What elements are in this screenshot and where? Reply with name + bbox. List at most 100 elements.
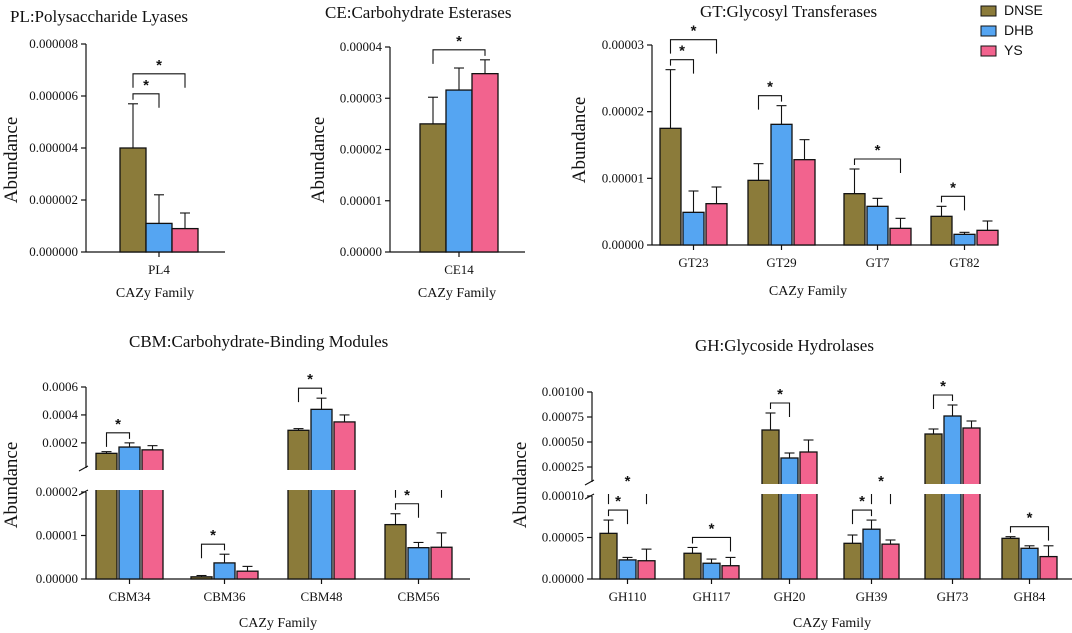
- panel-gh-ylabel: Abundance: [510, 442, 531, 529]
- gh-bar-gh84-dhb: [1020, 547, 1039, 580]
- gt-y-tick-label: 0.00000: [602, 237, 644, 252]
- ce-y-tick-label: 0.00004: [340, 39, 383, 54]
- cbm-bar-cbm56-dhb: [407, 547, 430, 580]
- pl-x-tick-label: PL4: [148, 262, 170, 277]
- cbm-axis-break-gap: [88, 470, 472, 490]
- gh-y-tick-label: 0.00050: [542, 434, 584, 449]
- gt-significance-bracket-gt7-dnse-ys: [853, 158, 902, 173]
- legend-item-ys: YS: [980, 42, 1023, 58]
- gt-x-tick-label: GT7: [866, 255, 890, 270]
- cbm-y-tick-label: 0.0004: [42, 407, 78, 422]
- gh-x-tick-label: GH84: [1014, 589, 1046, 604]
- pl-y-tick-label: 0.000006: [29, 88, 78, 103]
- gh-x-tick-label: GH73: [937, 589, 969, 604]
- pl-significance-label: *: [143, 77, 149, 94]
- cbm-y-tick-label: 0.0006: [42, 379, 78, 394]
- gh-y-tick-label: 0.00010: [542, 488, 584, 503]
- panel-ce-plot: 0.00000 0.00001 0.00002 0.00003 0.00004 CE14 *: [340, 33, 525, 277]
- legend-item-dnse: DNSE: [980, 2, 1043, 18]
- cbm-significance-label: *: [210, 527, 216, 544]
- cbm-bar-cbm56-dnse: [384, 523, 407, 580]
- legend-swatch-dnse: [980, 5, 997, 17]
- gh-significance-bracket-gh20-dnse-dhb: [769, 402, 791, 417]
- pl-significance-label: *: [156, 57, 162, 74]
- gt-significance-label: *: [875, 142, 881, 159]
- ce-bar-ce14-dnse: [419, 123, 447, 253]
- cbm-bar-cbm34-ys: [141, 449, 164, 580]
- gt-bar-gt7-ys: [889, 227, 912, 246]
- gh-x-tick-label: GH110: [609, 589, 647, 604]
- cbm-significance-bracket-cbm34-dnse-dhb: [105, 432, 131, 447]
- gh-bar-gh84-dnse: [1001, 537, 1020, 580]
- gt-bar-gt7-dhb: [866, 205, 889, 246]
- gh-significance-label: *: [878, 473, 884, 490]
- gh-bar-gh110-dhb: [618, 559, 637, 580]
- ce-y-tick-label: 0.00002: [340, 142, 382, 157]
- panel-gh-title: GH:Glycoside Hydrolases: [695, 336, 874, 355]
- cbm-significance-label: *: [115, 416, 121, 433]
- panel-ce-ylabel: Abundance: [308, 117, 329, 204]
- gh-bar-gh73-ys: [962, 427, 981, 580]
- gh-x-tick-label: GH20: [774, 589, 806, 604]
- legend-swatch-dhb: [980, 25, 997, 37]
- legend-item-dhb: DHB: [980, 22, 1034, 38]
- gh-bar-gh73-dnse: [924, 433, 943, 580]
- ce-y-tick-label: 0.00001: [340, 193, 382, 208]
- gh-significance-bracket-gh39-dnse-dhb: [851, 509, 873, 525]
- gh-y-tick-label: 0.00100: [542, 384, 584, 399]
- pl-bar-pl4-ys: [171, 227, 199, 253]
- gt-significance-label: *: [767, 79, 773, 96]
- cbm-bar-cbm34-dhb: [118, 446, 141, 580]
- panel-ce-title: CE:Carbohydrate Esterases: [325, 3, 511, 22]
- cbm-axis-break-mark: [78, 465, 89, 472]
- gt-significance-bracket-gt23-dnse-ys: [669, 39, 718, 54]
- pl-bar-pl4-dnse: [119, 147, 147, 253]
- ce-significance-label: *: [456, 33, 462, 50]
- gh-bar-gh117-dnse: [683, 552, 702, 580]
- ce-y-tick-label: 0.00003: [340, 90, 382, 105]
- gt-x-tick-label: GT82: [949, 255, 979, 270]
- legend-label-dhb: DHB: [1004, 22, 1034, 38]
- panel-cbm: CBM:Carbohydrate-Binding Modules Abundan…: [1, 332, 472, 631]
- gt-significance-bracket-gt23-dnse-dhb: [669, 59, 695, 74]
- gt-bar-gt82-ys: [976, 229, 999, 246]
- cbm-bar-cbm48-dnse: [287, 429, 310, 580]
- legend-label-ys: YS: [1004, 42, 1023, 58]
- cbm-y-tick-label: 0.00001: [36, 528, 78, 543]
- ce-bar-ce14-ys: [471, 73, 499, 253]
- gh-bar-gh39-dnse: [843, 542, 862, 580]
- legend-swatch-ys: [980, 45, 997, 57]
- gt-bar-gt82-dnse: [930, 215, 953, 246]
- cbm-bar-cbm36-dhb: [213, 562, 236, 580]
- gh-bar-gh117-dhb: [702, 562, 721, 580]
- cbm-significance-bracket-cbm48-dnse-dhb: [297, 387, 323, 403]
- cbm-x-tick-label: CBM34: [109, 589, 151, 604]
- gh-significance-label: *: [777, 386, 783, 403]
- gt-x-tick-label: GT29: [766, 255, 796, 270]
- gh-significance-bracket-gh110-dnse-dhb: [607, 509, 629, 525]
- gh-significance-bracket-gh117-dnse-ys: [691, 536, 732, 552]
- panel-gt-plot: 0.00000 0.00001 0.00002 0.00003 GT23 GT29 GT7 G…: [602, 23, 999, 270]
- cbm-bar-cbm48-dhb: [310, 408, 333, 580]
- panel-gt: GT:Glycosyl Transferases Abundance CAZy …: [569, 2, 999, 299]
- cbm-bar-cbm36-dnse: [190, 576, 213, 580]
- pl-y-tick-label: 0.000008: [29, 36, 78, 51]
- gh-significance-label: *: [615, 493, 621, 510]
- panel-cbm-title: CBM:Carbohydrate-Binding Modules: [129, 332, 388, 351]
- gt-bar-gt29-dhb: [770, 123, 793, 246]
- gh-significance-label: *: [625, 473, 631, 490]
- cbm-significance-label: *: [307, 371, 313, 388]
- panel-pl-plot: 0.000000 0.000002 0.000004 0.000006 0.000008…: [29, 36, 225, 277]
- gh-bar-gh73-dhb: [943, 415, 962, 580]
- pl-significance-bracket-pl4-dnse-dhb: [132, 93, 160, 108]
- pl-y-tick-label: 0.000004: [29, 140, 78, 155]
- ce-bar-ce14-dhb: [445, 89, 473, 253]
- gh-significance-label: *: [1027, 510, 1033, 527]
- cbm-significance-bracket-cbm56-dnse-dhb: [394, 503, 420, 518]
- gh-significance-label: *: [709, 520, 715, 537]
- gh-significance-bracket-gh84-dnse-ys: [1009, 526, 1050, 541]
- panel-pl: PL:Polysaccharide Lyases Abundance CAZy …: [1, 7, 225, 301]
- gh-y-tick-label: 0.00025: [542, 459, 584, 474]
- gt-x-tick-label: GT23: [678, 255, 708, 270]
